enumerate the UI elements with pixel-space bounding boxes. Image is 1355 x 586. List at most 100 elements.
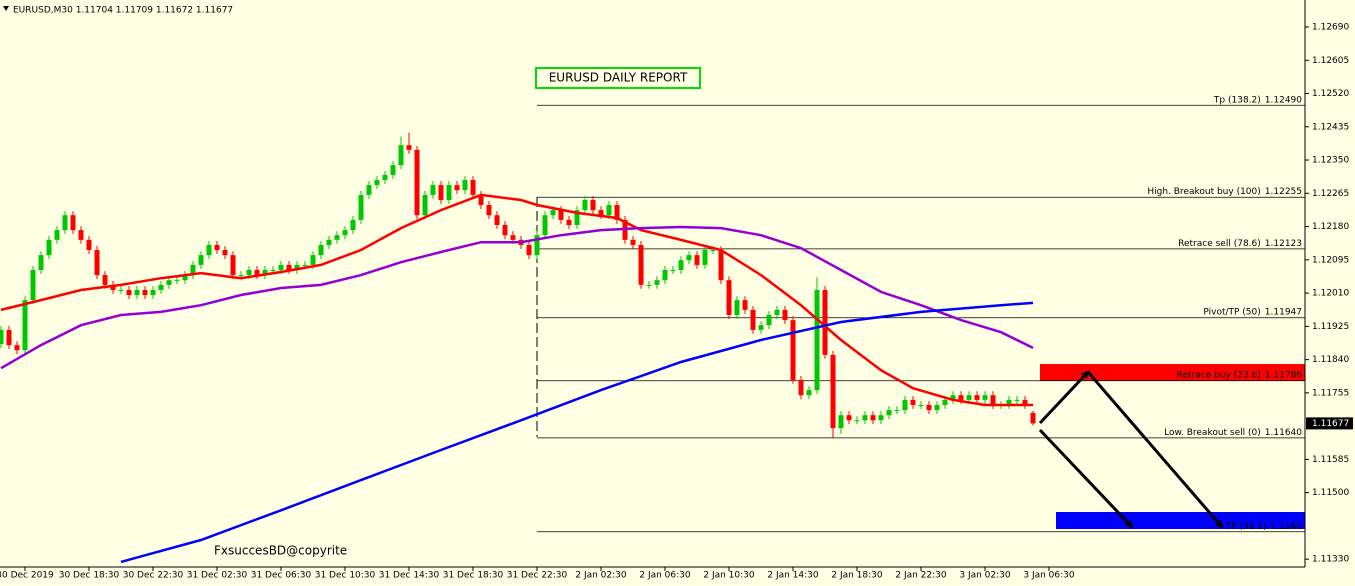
title-frame [535,67,701,89]
candle-body [774,309,780,315]
y-tick-label: 1.12605 [1312,56,1349,66]
candle-body [246,270,252,276]
candle-body [662,270,668,281]
level-label: Low. Breakout sell (0) 1.11640 [1164,427,1302,437]
candle-body [334,235,340,240]
level-label: Pivot/TP (50) 1.11947 [1203,307,1302,317]
candle-body [958,395,964,400]
candle-body [606,205,612,216]
chart-title: EURUSD DAILY REPORT [549,71,688,85]
y-tick-label: 1.11925 [1312,322,1349,332]
candle-body [190,264,196,276]
candle-body [62,215,68,231]
candle-body [38,255,44,270]
candle-body [198,255,204,265]
candle-body [934,405,940,411]
candle-body [902,399,908,411]
candle-body [670,270,676,271]
candle-body [0,329,4,344]
x-tick-label: 30 Dec 2019 [0,571,54,581]
candle-body [630,239,636,245]
zones [1040,364,1305,529]
level-value: 1.11947 [1265,307,1302,317]
x-tick-label: 31 Dec 02:30 [187,571,248,581]
candle-body [454,185,460,191]
level-name: Retrace sell (78.6) [1178,238,1261,248]
y-tick-label: 1.12180 [1312,222,1349,232]
candle-body [318,244,324,256]
last-price-label: 1.11677 [1312,419,1349,429]
candle-body [614,205,620,220]
level-value: 1.11640 [1265,427,1302,437]
candle-body [150,289,156,296]
y-tick-label: 1.11500 [1312,488,1349,498]
candle-body [574,210,580,225]
candle-body [230,255,236,276]
y-tick-label: 1.12520 [1312,89,1349,99]
title-box: EURUSD DAILY REPORT [535,67,701,89]
candle-body [598,210,604,216]
candle-body [438,185,444,200]
y-tick-label: 1.11585 [1312,455,1349,465]
candle-body [646,284,652,286]
candle-body [790,320,796,380]
candle-body [390,165,396,175]
candle-body [830,354,836,429]
candle-body [1006,399,1012,405]
x-tick-label: 31 Dec 22:30 [507,571,568,581]
candle-body [726,280,732,315]
candle-body [70,215,76,231]
level-name: High. Breakout buy (100) [1147,187,1260,197]
candle-body [326,239,332,245]
candle-body [78,230,84,240]
level-label: Retrace buy (23.6) 1.11786 [1177,370,1303,380]
candle-body [270,270,276,271]
candle-body [886,410,892,416]
candle-body [982,395,988,400]
candle-body [566,219,572,225]
candle-body [214,244,220,251]
y-tick-label: 1.12435 [1312,122,1349,132]
candle-body [158,284,164,290]
moving-average [0,193,1033,407]
candle-body [350,219,356,231]
candle-body [542,215,548,236]
y-tick-label: 1.12690 [1312,23,1349,33]
candle-body [590,199,596,211]
candle-body [926,405,932,411]
candle-body [22,300,28,351]
x-tick-label: 31 Dec 18:30 [443,571,504,581]
candle-body [734,300,740,315]
x-tick-label: 31 Dec 06:30 [251,571,312,581]
buy-zone [1056,512,1305,529]
candle-body [222,250,228,256]
candle-body [702,250,708,265]
candle-body [126,289,132,296]
y-tick-label: 1.11755 [1312,388,1349,398]
candle-body [366,185,372,195]
candle-body [510,235,516,240]
candle-body [478,194,484,206]
y-tick-label: 1.12350 [1312,156,1349,166]
candle-body [806,390,812,396]
candle-body [398,145,404,166]
level-value: 1.1140 [1271,521,1303,531]
candle-body [302,264,308,266]
candle-body [382,174,388,180]
level-value: 1.12255 [1265,187,1302,197]
level-name: Pivot/TP (50) [1203,307,1260,317]
watermark: FxsuccesBD@copyrite [214,544,347,558]
candle-body [254,270,260,276]
candle-body [142,289,148,296]
level-name: TP (38.2) [1225,521,1267,531]
y-tick-label: 1.12010 [1312,289,1349,299]
candle-body [638,244,644,285]
x-tick-label: 30 Dec 18:30 [59,571,120,581]
x-tick-label: 3 Jan 02:30 [959,571,1011,581]
sell-zone [1040,364,1305,381]
x-tick-label: 3 Jan 06:30 [1023,571,1075,581]
level-value: 1.11786 [1265,370,1302,380]
last-price-box [1306,417,1353,430]
candle-body [942,399,948,405]
